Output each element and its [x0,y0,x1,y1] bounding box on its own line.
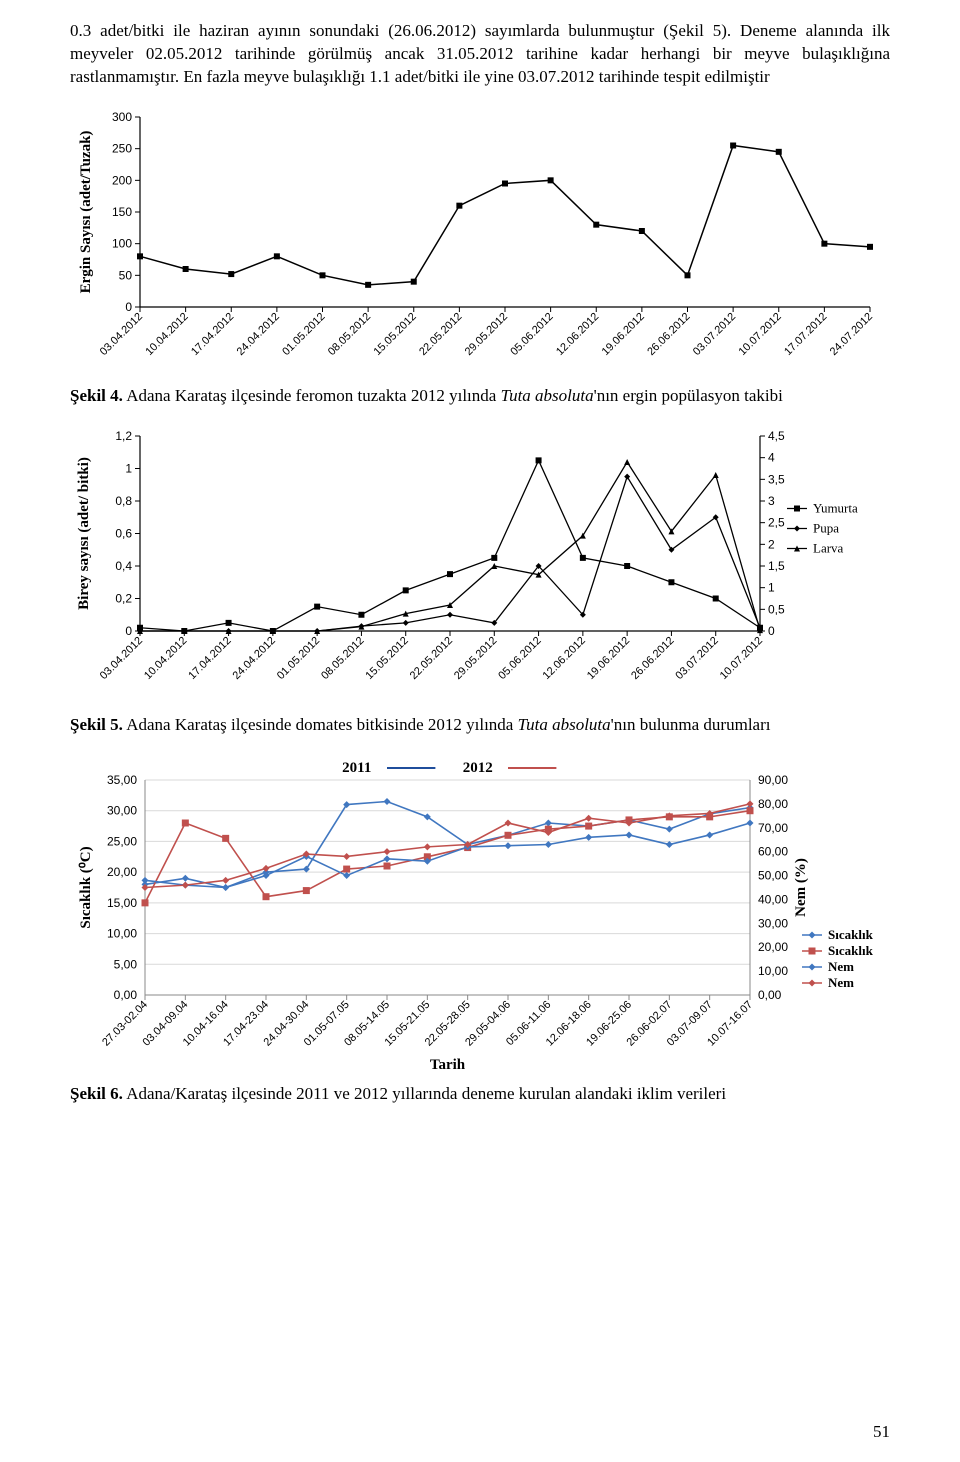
svg-text:1: 1 [768,580,775,594]
svg-text:03.04.2012: 03.04.2012 [98,310,145,357]
svg-text:250: 250 [112,141,132,155]
figure-6-chart: 0,00 5,00 10,00 15,00 20,00 25,00 30,00 35,00 0,… [70,755,890,1075]
svg-text:1,5: 1,5 [768,559,785,573]
svg-text:10.04.2012: 10.04.2012 [142,634,189,681]
svg-text:15,00: 15,00 [107,896,137,910]
svg-text:150: 150 [112,205,132,219]
svg-text:0,2: 0,2 [115,591,132,605]
svg-text:Nem: Nem [828,959,854,974]
page-number: 51 [873,1422,890,1442]
svg-text:0,4: 0,4 [115,559,132,573]
svg-text:0: 0 [125,624,132,638]
svg-text:15.05.2012: 15.05.2012 [371,310,418,357]
svg-text:17.07.2012: 17.07.2012 [782,310,829,357]
svg-text:12.06.2012: 12.06.2012 [554,310,601,357]
svg-text:30,00: 30,00 [107,803,137,817]
svg-text:300: 300 [112,110,132,124]
svg-text:4: 4 [768,450,775,464]
svg-text:3,5: 3,5 [768,472,785,486]
svg-text:70,00: 70,00 [758,820,788,834]
svg-text:Pupa: Pupa [813,520,839,535]
svg-text:10.04.2012: 10.04.2012 [143,310,190,357]
svg-text:Nem: Nem [828,975,854,990]
svg-text:03.07.2012: 03.07.2012 [691,310,738,357]
figure-5-label: Şekil 5. [70,715,123,734]
svg-text:50,00: 50,00 [758,868,788,882]
svg-text:0,6: 0,6 [115,526,132,540]
svg-text:1,2: 1,2 [115,429,132,443]
svg-text:19.06.2012: 19.06.2012 [600,310,647,357]
svg-text:80,00: 80,00 [758,797,788,811]
svg-text:30,00: 30,00 [758,916,788,930]
svg-text:2,5: 2,5 [768,515,785,529]
svg-text:19.06.2012: 19.06.2012 [585,634,632,681]
svg-text:01.05.2012: 01.05.2012 [280,310,327,357]
svg-text:03.07.2012: 03.07.2012 [673,634,720,681]
svg-text:Tarih: Tarih [430,1057,466,1073]
svg-text:0: 0 [768,624,775,638]
svg-text:0,5: 0,5 [768,602,785,616]
svg-text:Sıcaklık (⁰C): Sıcaklık (⁰C) [78,846,94,928]
svg-text:24.04.2012: 24.04.2012 [231,634,278,681]
svg-text:08.05.2012: 08.05.2012 [326,310,373,357]
svg-text:29.05.2012: 29.05.2012 [452,634,499,681]
svg-text:15.05.2012: 15.05.2012 [363,634,410,681]
svg-text:10,00: 10,00 [758,964,788,978]
svg-text:25,00: 25,00 [107,834,137,848]
svg-text:24.07.2012: 24.07.2012 [828,310,875,357]
svg-text:50: 50 [119,268,133,282]
svg-text:Ergin Sayısı (adet/Tuzak): Ergin Sayısı (adet/Tuzak) [78,130,94,293]
svg-text:Nem (%): Nem (%) [793,858,809,917]
svg-text:08.05.2012: 08.05.2012 [319,634,366,681]
figure-4-chart: 0 50 100 150 200 250 300 Ergin Sayısı (adet/Tuz… [70,107,890,377]
svg-text:60,00: 60,00 [758,844,788,858]
svg-text:26.06.2012: 26.06.2012 [645,310,692,357]
svg-text:17.04.2012: 17.04.2012 [186,634,233,681]
svg-text:Yumurta: Yumurta [813,500,858,515]
svg-text:5,00: 5,00 [114,957,138,971]
figure-5-chart: 0 0,2 0,4 0,6 0,8 1 1,2 0 0,5 1 1,5 2 2,5 3 3,5 4 4,5 Bir… [70,426,890,706]
svg-text:26.06.2012: 26.06.2012 [629,634,676,681]
svg-text:200: 200 [112,173,132,187]
svg-text:Sıcaklık: Sıcaklık [828,943,874,958]
svg-text:1: 1 [125,461,132,475]
svg-text:3: 3 [768,494,775,508]
svg-text:01.05.2012: 01.05.2012 [275,634,322,681]
figure-6-caption: Şekil 6. Adana/Karataş ilçesinde 2011 ve… [70,1083,890,1106]
svg-text:10.07.2012: 10.07.2012 [718,634,765,681]
figure-4-label: Şekil 4. [70,386,123,405]
svg-text:05.06.2012: 05.06.2012 [496,634,543,681]
svg-text:22.05.2012: 22.05.2012 [408,634,455,681]
svg-text:40,00: 40,00 [758,892,788,906]
svg-text:Sıcaklık: Sıcaklık [828,927,874,942]
svg-text:17.04.2012: 17.04.2012 [189,310,236,357]
svg-text:12.06.2012: 12.06.2012 [541,634,588,681]
svg-text:10.07.2012: 10.07.2012 [736,310,783,357]
svg-text:4,5: 4,5 [768,429,785,443]
svg-text:35,00: 35,00 [107,773,137,787]
svg-text:20,00: 20,00 [107,865,137,879]
svg-text:29.05.2012: 29.05.2012 [463,310,510,357]
svg-text:05.06.2012: 05.06.2012 [508,310,555,357]
svg-text:0,00: 0,00 [758,988,782,1002]
svg-text:90,00: 90,00 [758,773,788,787]
figure-4-caption: Şekil 4. Adana Karataş ilçesinde feromon… [70,385,890,408]
svg-text:24.04.2012: 24.04.2012 [235,310,282,357]
svg-text:0,8: 0,8 [115,494,132,508]
svg-text:2011: 2011 [342,760,371,776]
svg-text:100: 100 [112,236,132,250]
svg-text:0: 0 [125,300,132,314]
svg-text:03.04.2012: 03.04.2012 [98,634,145,681]
figure-5-caption: Şekil 5. Adana Karataş ilçesinde domates… [70,714,890,737]
figure-6-label: Şekil 6. [70,1084,123,1103]
svg-text:2: 2 [768,537,775,551]
svg-text:0,00: 0,00 [114,988,138,1002]
svg-text:Larva: Larva [813,540,844,555]
svg-text:Birey sayısı (adet/ bitki): Birey sayısı (adet/ bitki) [76,457,92,610]
svg-text:10,00: 10,00 [107,926,137,940]
svg-text:2012: 2012 [463,760,493,776]
intro-paragraph: 0.3 adet/bitki ile haziran ayının sonund… [70,20,890,89]
svg-text:22.05.2012: 22.05.2012 [417,310,464,357]
svg-text:20,00: 20,00 [758,940,788,954]
